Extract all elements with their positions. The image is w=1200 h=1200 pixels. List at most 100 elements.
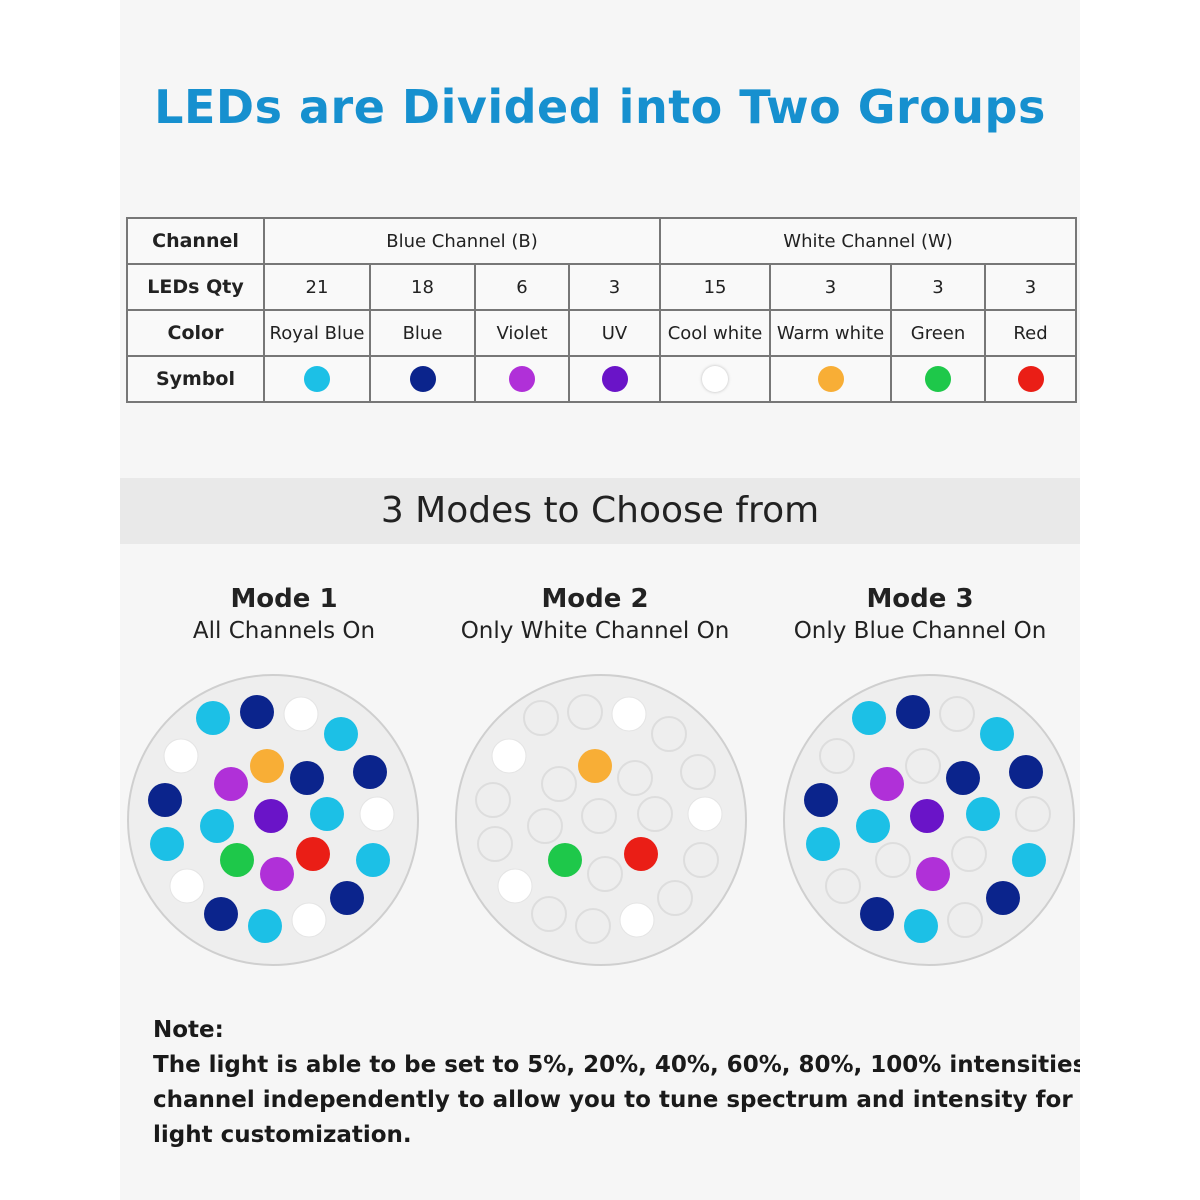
led-on-cool-white [163, 738, 199, 774]
mode-1-led-disc [127, 674, 419, 966]
led-on-royal-blue [1012, 843, 1046, 877]
symbol-cell [369, 355, 476, 403]
uv-led-icon [601, 366, 628, 392]
led-off [657, 880, 693, 916]
row-label-symbol: Symbol [126, 355, 265, 403]
mode-description: All Channels On [192, 618, 376, 644]
led-on-blue [1009, 755, 1043, 789]
led-off [587, 856, 623, 892]
led-on-blue [148, 783, 182, 817]
modes-band [120, 478, 1080, 544]
led-spec-table: Channel Blue Channel (B) White Channel (… [126, 217, 1078, 403]
qty-cell: 6 [474, 263, 570, 311]
led-on-cool-white [619, 902, 655, 938]
color-cell: Violet [474, 309, 570, 357]
led-off [541, 766, 577, 802]
led-on-blue [804, 783, 838, 817]
row-label-qty: LEDs Qty [126, 263, 265, 311]
led-on-violet [214, 767, 248, 801]
led-on-royal-blue [200, 809, 234, 843]
led-on-royal-blue [150, 827, 184, 861]
led-off [617, 760, 653, 796]
led-on-cool-white [291, 902, 327, 938]
page-title: LEDs are Divided into Two Groups [154, 80, 1046, 134]
led-on-royal-blue [966, 797, 1000, 831]
mode-2-caption: Mode 2 Only White Channel On [425, 584, 765, 644]
led-off [575, 908, 611, 944]
led-on-green [548, 843, 582, 877]
modes-title: 3 Modes to Choose from [380, 490, 820, 531]
red-led-icon [1017, 366, 1044, 392]
white-channel-header: White Channel (W) [659, 217, 1078, 265]
led-off [819, 738, 855, 774]
led-off [523, 700, 559, 736]
mode-name: Mode 3 [866, 584, 974, 614]
note-line: channel independently to allow you to tu… [153, 1087, 1080, 1113]
note-block: Note: The light is able to be set to 5%,… [153, 1013, 1080, 1153]
led-on-red [624, 837, 658, 871]
led-off [905, 748, 941, 784]
led-off [680, 754, 716, 790]
led-on-warm-white [578, 749, 612, 783]
led-on-uv [910, 799, 944, 833]
mode-name: Mode 2 [541, 584, 649, 614]
led-on-royal-blue [248, 909, 282, 943]
mode-description: Only Blue Channel On [793, 618, 1047, 644]
led-off [531, 896, 567, 932]
qty-cell: 3 [769, 263, 893, 311]
qty-cell: 21 [263, 263, 371, 311]
symbol-cell [769, 355, 893, 403]
qty-cell: 18 [369, 263, 476, 311]
led-on-royal-blue [806, 827, 840, 861]
led-on-violet [916, 857, 950, 891]
led-off [477, 826, 513, 862]
led-on-royal-blue [356, 843, 390, 877]
row-label-channel: Channel [126, 217, 265, 265]
led-on-cool-white [687, 796, 723, 832]
color-cell: Green [890, 309, 987, 357]
violet-led-icon [509, 366, 535, 392]
led-on-blue [986, 881, 1020, 915]
led-off [581, 798, 617, 834]
led-on-blue [204, 897, 238, 931]
mode-3-led-disc [783, 674, 1075, 966]
led-on-cool-white [497, 868, 533, 904]
led-on-cool-white [283, 696, 319, 732]
blue-led-icon [409, 366, 436, 392]
note-line: The light is able to be set to 5%, 20%, … [153, 1052, 1080, 1078]
led-on-royal-blue [324, 717, 358, 751]
led-on-green [220, 843, 254, 877]
cool-white-led-icon [702, 366, 729, 392]
led-on-violet [260, 857, 294, 891]
led-on-blue [290, 761, 324, 795]
led-off [951, 836, 987, 872]
led-on-royal-blue [856, 809, 890, 843]
page-panel [120, 0, 1080, 1200]
color-cell: Cool white [659, 309, 772, 357]
table-row-color: Color Royal Blue Blue Violet UV Cool whi… [126, 309, 1078, 357]
color-cell: Red [984, 309, 1078, 357]
led-on-royal-blue [196, 701, 230, 735]
qty-cell: 3 [567, 263, 662, 311]
led-off [567, 694, 603, 730]
qty-cell: 3 [890, 263, 987, 311]
warm-white-led-icon [817, 366, 844, 392]
led-off [475, 782, 511, 818]
note-line: light customization. [153, 1122, 412, 1148]
mode-name: Mode 1 [230, 584, 338, 614]
color-cell: Blue [369, 309, 476, 357]
green-led-icon [925, 366, 952, 392]
symbol-cell [890, 355, 987, 403]
led-off [875, 842, 911, 878]
led-on-blue [946, 761, 980, 795]
qty-cell: 3 [984, 263, 1078, 311]
led-on-royal-blue [310, 797, 344, 831]
led-on-cool-white [169, 868, 205, 904]
led-on-royal-blue [904, 909, 938, 943]
led-on-blue [860, 897, 894, 931]
mode-2-led-disc [455, 674, 747, 966]
mode-description: Only White Channel On [460, 618, 730, 644]
table-row-channel: Channel Blue Channel (B) White Channel (… [126, 217, 1078, 265]
color-cell: Royal Blue [263, 309, 371, 357]
mode-1-caption: Mode 1 All Channels On [114, 584, 454, 644]
